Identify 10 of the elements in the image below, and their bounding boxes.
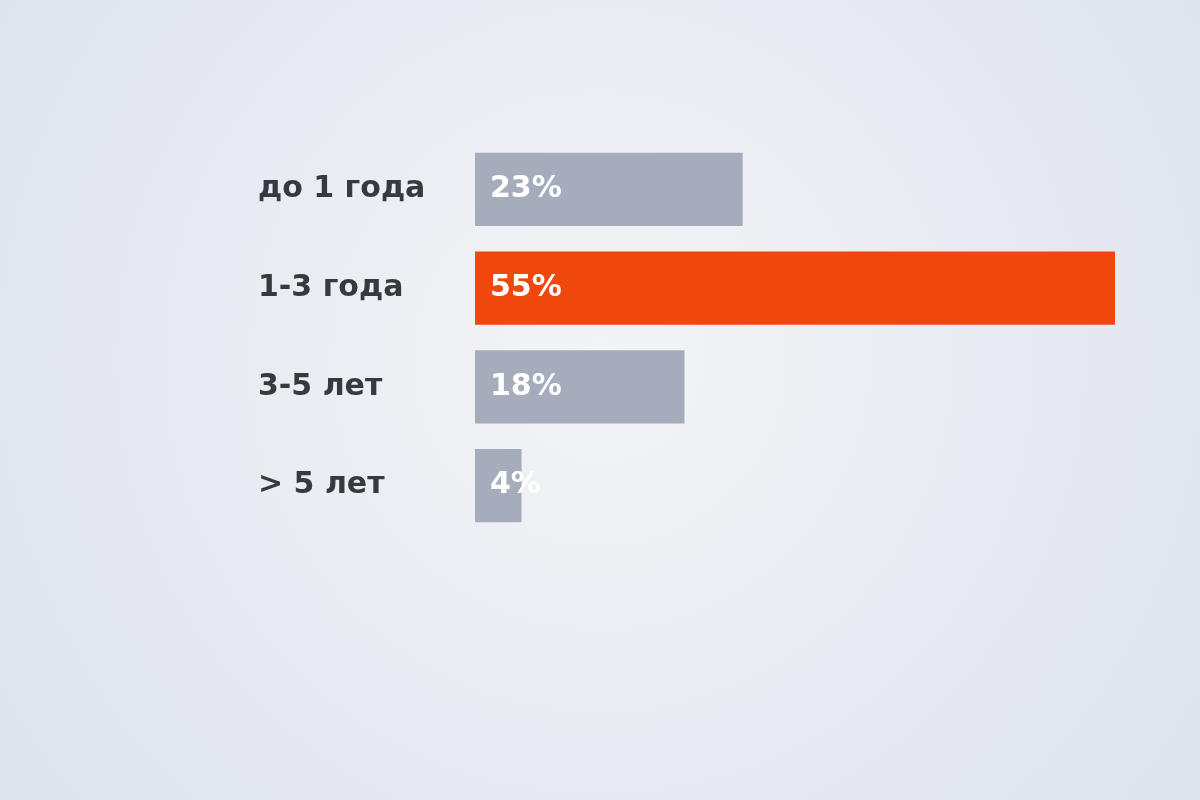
y-tick-label: > 5 лет (258, 465, 386, 501)
y-tick-label: 3-5 лет (258, 366, 383, 402)
y-tick-label: 1-3 года (258, 267, 404, 303)
data-label: 18% (490, 366, 562, 402)
bar (475, 152, 743, 226)
data-label: 55% (490, 267, 562, 303)
data-label: 23% (490, 169, 562, 205)
bar (475, 251, 1115, 325)
y-tick-label: до 1 года (258, 169, 426, 205)
bar (475, 350, 685, 424)
